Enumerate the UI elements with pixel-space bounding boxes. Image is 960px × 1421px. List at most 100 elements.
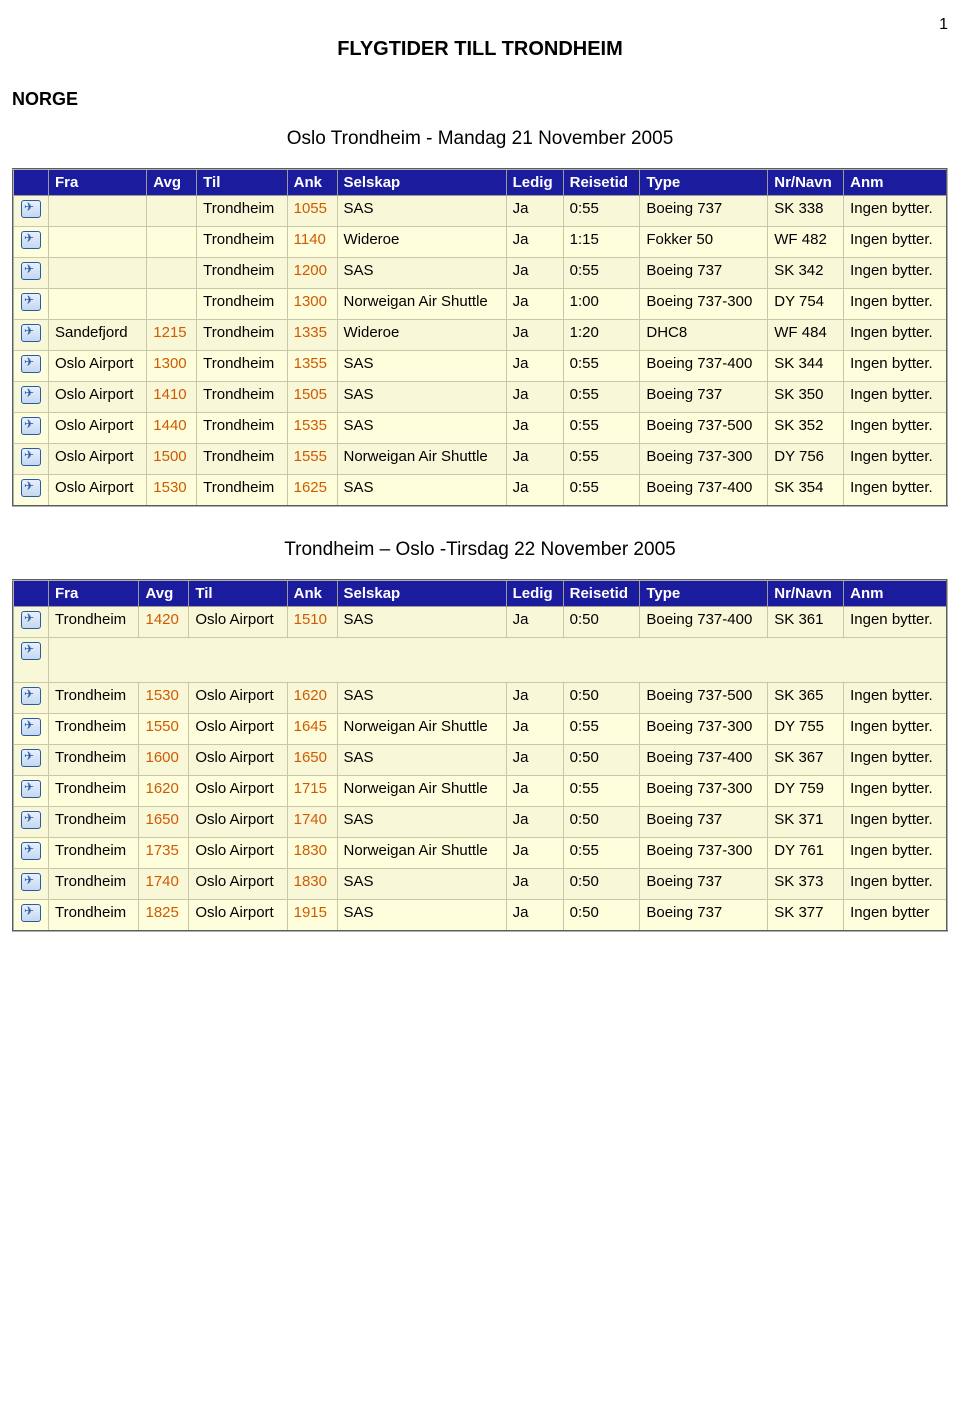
nrnavn-cell: SK 342 bbox=[768, 258, 844, 289]
main-title: FLYGTIDER TILL TRONDHEIM bbox=[12, 38, 948, 61]
reisetid-cell: 0:55 bbox=[563, 258, 640, 289]
avg-cell bbox=[147, 258, 197, 289]
type-cell: Boeing 737-400 bbox=[640, 351, 768, 382]
anm-cell: Ingen bytter. bbox=[844, 289, 947, 320]
selskap-cell: SAS bbox=[337, 475, 506, 507]
airplane-icon[interactable] bbox=[21, 642, 41, 660]
airplane-icon[interactable] bbox=[21, 718, 41, 736]
flight-icon-cell bbox=[13, 258, 49, 289]
ledig-cell: Ja bbox=[506, 351, 563, 382]
spacer-cell bbox=[49, 638, 948, 683]
column-header: Anm bbox=[844, 169, 947, 196]
reisetid-cell: 0:55 bbox=[563, 382, 640, 413]
airplane-icon[interactable] bbox=[21, 324, 41, 342]
reisetid-cell: 0:55 bbox=[563, 196, 640, 227]
ank-cell: 1300 bbox=[287, 289, 337, 320]
til-cell: Trondheim bbox=[197, 382, 287, 413]
fra-cell bbox=[49, 258, 147, 289]
airplane-icon[interactable] bbox=[21, 231, 41, 249]
fra-cell: Oslo Airport bbox=[49, 382, 147, 413]
til-cell: Oslo Airport bbox=[189, 838, 287, 869]
airplane-icon[interactable] bbox=[21, 386, 41, 404]
anm-cell: Ingen bytter. bbox=[844, 607, 947, 638]
reisetid-cell: 0:50 bbox=[563, 869, 640, 900]
anm-cell: Ingen bytter. bbox=[844, 745, 947, 776]
type-cell: Boeing 737-300 bbox=[640, 714, 768, 745]
country-label: NORGE bbox=[12, 89, 948, 110]
reisetid-cell: 0:50 bbox=[563, 807, 640, 838]
airplane-icon[interactable] bbox=[21, 749, 41, 767]
selskap-cell: SAS bbox=[337, 258, 506, 289]
table-row: Oslo Airport1410Trondheim1505SASJa0:55Bo… bbox=[13, 382, 947, 413]
ank-cell: 1915 bbox=[287, 900, 337, 932]
airplane-icon[interactable] bbox=[21, 448, 41, 466]
nrnavn-cell: SK 344 bbox=[768, 351, 844, 382]
airplane-icon[interactable] bbox=[21, 873, 41, 891]
ledig-cell: Ja bbox=[506, 196, 563, 227]
fra-cell: Trondheim bbox=[49, 838, 139, 869]
airplane-icon[interactable] bbox=[21, 687, 41, 705]
table-row: Trondheim1650Oslo Airport1740SASJa0:50Bo… bbox=[13, 807, 947, 838]
column-header: Avg bbox=[139, 580, 189, 607]
airplane-icon[interactable] bbox=[21, 479, 41, 497]
til-cell: Trondheim bbox=[197, 413, 287, 444]
airplane-icon[interactable] bbox=[21, 293, 41, 311]
column-header: Avg bbox=[147, 169, 197, 196]
til-cell: Trondheim bbox=[197, 444, 287, 475]
nrnavn-cell: WF 482 bbox=[768, 227, 844, 258]
selskap-cell: SAS bbox=[337, 382, 506, 413]
anm-cell: Ingen bytter. bbox=[844, 413, 947, 444]
fra-cell: Oslo Airport bbox=[49, 475, 147, 507]
column-header bbox=[13, 169, 49, 196]
airplane-icon[interactable] bbox=[21, 417, 41, 435]
selskap-cell: SAS bbox=[337, 351, 506, 382]
type-cell: Boeing 737-300 bbox=[640, 838, 768, 869]
table-row: Sandefjord1215Trondheim1335WideroeJa1:20… bbox=[13, 320, 947, 351]
fra-cell: Trondheim bbox=[49, 776, 139, 807]
flight-icon-cell bbox=[13, 683, 49, 714]
til-cell: Trondheim bbox=[197, 351, 287, 382]
ank-cell: 1335 bbox=[287, 320, 337, 351]
nrnavn-cell: SK 354 bbox=[768, 475, 844, 507]
airplane-icon[interactable] bbox=[21, 611, 41, 629]
fra-cell: Oslo Airport bbox=[49, 413, 147, 444]
ledig-cell: Ja bbox=[506, 413, 563, 444]
airplane-icon[interactable] bbox=[21, 262, 41, 280]
airplane-icon[interactable] bbox=[21, 904, 41, 922]
selskap-cell: Wideroe bbox=[337, 320, 506, 351]
type-cell: Boeing 737-300 bbox=[640, 776, 768, 807]
airplane-icon[interactable] bbox=[21, 842, 41, 860]
column-header: Nr/Navn bbox=[768, 169, 844, 196]
table-row: Trondheim1055SASJa0:55Boeing 737SK 338In… bbox=[13, 196, 947, 227]
anm-cell: Ingen bytter. bbox=[844, 838, 947, 869]
fra-cell: Oslo Airport bbox=[49, 444, 147, 475]
column-header: Selskap bbox=[337, 580, 506, 607]
selskap-cell: SAS bbox=[337, 807, 506, 838]
anm-cell: Ingen bytter. bbox=[844, 351, 947, 382]
ledig-cell: Ja bbox=[506, 607, 563, 638]
fra-cell: Trondheim bbox=[49, 714, 139, 745]
reisetid-cell: 0:55 bbox=[563, 444, 640, 475]
selskap-cell: Wideroe bbox=[337, 227, 506, 258]
selskap-cell: SAS bbox=[337, 607, 506, 638]
flight-icon-cell bbox=[13, 900, 49, 932]
column-header: Ledig bbox=[506, 580, 563, 607]
flight-icon-cell bbox=[13, 227, 49, 258]
table-row: Oslo Airport1440Trondheim1535SASJa0:55Bo… bbox=[13, 413, 947, 444]
anm-cell: Ingen bytter. bbox=[844, 444, 947, 475]
airplane-icon[interactable] bbox=[21, 811, 41, 829]
nrnavn-cell: DY 755 bbox=[768, 714, 844, 745]
airplane-icon[interactable] bbox=[21, 780, 41, 798]
ank-cell: 1505 bbox=[287, 382, 337, 413]
reisetid-cell: 0:55 bbox=[563, 475, 640, 507]
fra-cell: Trondheim bbox=[49, 900, 139, 932]
ank-cell: 1055 bbox=[287, 196, 337, 227]
type-cell: Fokker 50 bbox=[640, 227, 768, 258]
anm-cell: Ingen bytter. bbox=[844, 869, 947, 900]
fra-cell bbox=[49, 227, 147, 258]
avg-cell: 1550 bbox=[139, 714, 189, 745]
avg-cell: 1530 bbox=[139, 683, 189, 714]
airplane-icon[interactable] bbox=[21, 355, 41, 373]
airplane-icon[interactable] bbox=[21, 200, 41, 218]
type-cell: Boeing 737-400 bbox=[640, 475, 768, 507]
